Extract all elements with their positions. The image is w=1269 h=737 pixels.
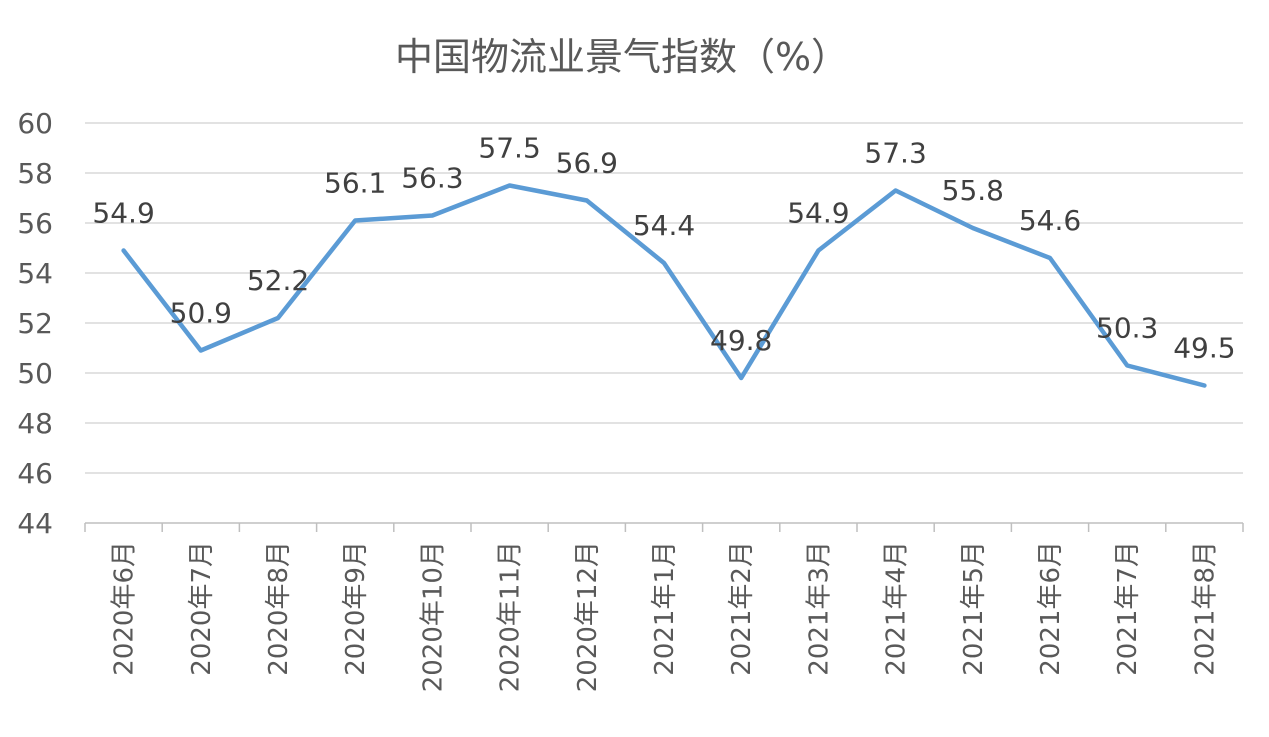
data-label: 49.5 <box>1173 332 1235 365</box>
data-label: 56.9 <box>556 147 618 180</box>
data-labels: 54.9 50.9 52.2 56.1 56.3 57.5 56.9 54.4 49.8 54.9… <box>92 132 1235 365</box>
x-tick-label: 2020年8月 <box>264 541 294 676</box>
y-tick-label: 46 <box>17 457 53 490</box>
x-tick-label: 2020年10月 <box>418 541 448 692</box>
x-tick-label: 2021年5月 <box>959 541 989 676</box>
y-tick-label: 56 <box>17 207 53 240</box>
data-label: 57.3 <box>864 137 926 170</box>
data-label: 50.3 <box>1096 312 1158 345</box>
gridlines <box>85 122 1243 474</box>
x-tick-label: 2021年4月 <box>882 541 912 676</box>
y-tick-label: 58 <box>17 157 53 190</box>
chart-title: 中国物流业景气指数（%） <box>395 35 849 79</box>
y-tick-label: 44 <box>17 507 53 540</box>
data-label: 54.6 <box>1019 204 1081 237</box>
x-tick-label: 2021年8月 <box>1190 541 1220 676</box>
x-axis-tick-labels: 2020年6月 2020年7月 2020年8月 2020年9月 2020年10月 2020… <box>110 541 1221 692</box>
data-label: 54.9 <box>92 197 154 230</box>
x-axis <box>84 522 1244 532</box>
data-label: 56.1 <box>324 167 386 200</box>
x-tick-label: 2021年6月 <box>1036 541 1066 676</box>
series-line-group <box>121 183 1207 388</box>
x-tick-label: 2021年7月 <box>1113 541 1143 676</box>
x-tick-label: 2020年9月 <box>341 541 371 676</box>
x-tick-label: 2020年7月 <box>187 541 217 676</box>
x-tick-label: 2020年11月 <box>496 541 526 692</box>
data-label: 57.5 <box>478 132 540 165</box>
y-tick-label: 50 <box>17 357 53 390</box>
y-tick-label: 60 <box>17 107 53 140</box>
data-label: 55.8 <box>942 174 1004 207</box>
y-tick-label: 54 <box>17 257 53 290</box>
data-label: 56.3 <box>401 162 463 195</box>
x-tick-label: 2020年6月 <box>110 541 140 676</box>
y-tick-label: 48 <box>17 407 53 440</box>
data-label: 54.9 <box>787 197 849 230</box>
y-axis-tick-labels: 44 46 48 50 52 54 56 58 60 <box>17 107 53 540</box>
data-label: 49.8 <box>710 324 772 357</box>
x-tick-label: 2021年2月 <box>727 541 757 676</box>
x-tick-label: 2021年1月 <box>650 541 680 676</box>
data-label: 52.2 <box>247 264 309 297</box>
x-tick-label: 2020年12月 <box>573 541 603 692</box>
data-label: 54.4 <box>633 209 695 242</box>
data-label: 50.9 <box>170 297 232 330</box>
series-line <box>121 183 1207 388</box>
y-tick-label: 52 <box>17 307 53 340</box>
x-tick-label: 2021年3月 <box>804 541 834 676</box>
